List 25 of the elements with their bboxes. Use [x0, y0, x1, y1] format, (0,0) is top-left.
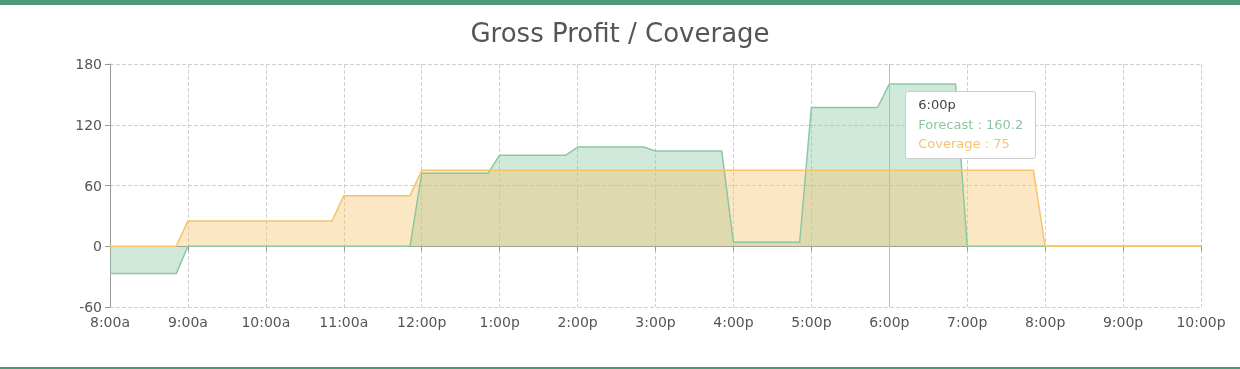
x-tick-label: 11:00a [319, 314, 369, 330]
x-tick-label: 1:00p [479, 314, 520, 330]
x-tick-label: 6:00p [869, 314, 910, 330]
x-tick-label: 9:00a [167, 314, 208, 330]
y-tick-label: 60 [84, 177, 102, 194]
x-tick-label: 7:00p [947, 314, 988, 330]
y-tick-label: -60 [79, 299, 102, 315]
x-tick-label: 12:00p [397, 314, 447, 330]
annotation: 6:00p [918, 97, 957, 113]
x-tick-label: 3:00p [635, 314, 676, 330]
x-tick-label: 4:00p [713, 314, 754, 330]
annotation: Coverage : 75 [918, 135, 1011, 152]
x-tick-label: 8:00p [1024, 314, 1066, 330]
annotation: Forecast : 160.2 [918, 116, 1024, 133]
x-tick-label: 2:00p [557, 314, 598, 330]
y-tick-label: 180 [75, 56, 102, 72]
x-tick-label: 10:00a [241, 314, 291, 330]
info-box: 6:00p Forecast : 160.2 Coverage : 75 [905, 91, 1037, 159]
x-tick-label: 5:00p [791, 314, 832, 330]
chart-title: Gross Profit / Coverage [470, 18, 770, 48]
y-tick-label: 120 [75, 116, 102, 133]
x-tick-label: 10:00p [1176, 314, 1226, 330]
x-tick-label: 8:00a [89, 314, 131, 330]
x-tick-label: 9:00p [1102, 314, 1144, 330]
y-tick-label: 0 [93, 238, 102, 255]
